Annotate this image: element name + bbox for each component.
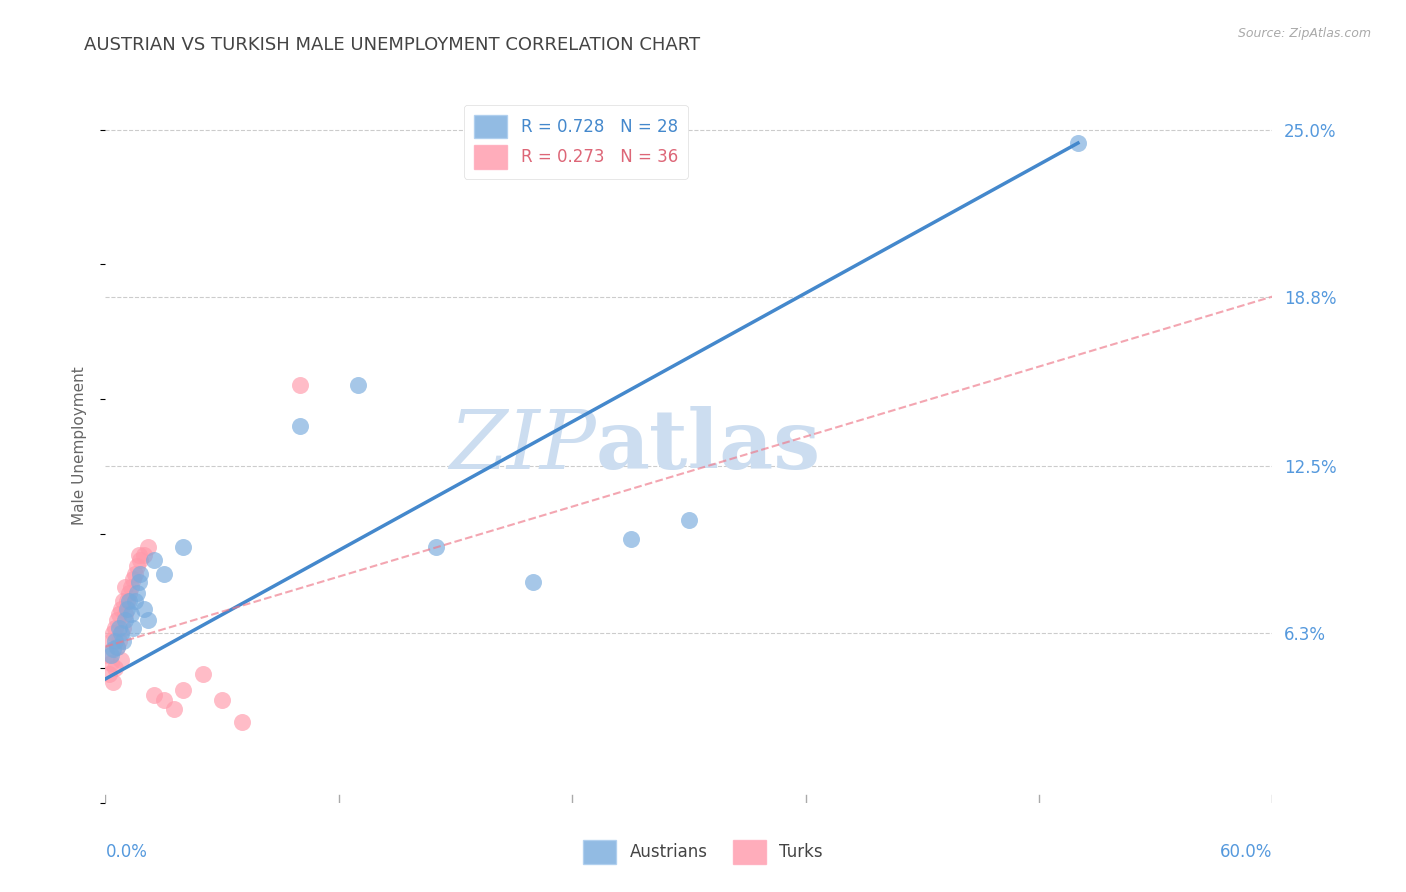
Point (96, 648, 118, 662)
Point (425, 540, 447, 554)
Point (124, 594, 146, 608)
Point (108, 607, 131, 622)
Point (120, 580, 142, 594)
Point (115, 602, 138, 616)
Y-axis label: Male Unemployment: Male Unemployment (72, 367, 87, 525)
Point (136, 613, 159, 627)
Point (120, 607, 142, 622)
Point (103, 674, 125, 689)
Point (110, 602, 132, 616)
Point (111, 634, 134, 648)
Point (115, 594, 138, 608)
Point (114, 607, 136, 622)
Point (110, 626, 132, 640)
Point (153, 566, 174, 581)
Point (104, 661, 127, 675)
Point (125, 558, 148, 573)
Point (172, 540, 194, 554)
Point (619, 532, 641, 546)
Point (103, 626, 125, 640)
Text: ZIP: ZIP (449, 406, 596, 486)
Legend: R = 0.728   N = 28, R = 0.273   N = 36: R = 0.728 N = 28, R = 0.273 N = 36 (464, 104, 688, 178)
Point (111, 594, 134, 608)
Point (134, 602, 156, 616)
Point (118, 594, 141, 608)
Point (100, 648, 122, 662)
Point (104, 634, 127, 648)
Point (114, 613, 136, 627)
Point (110, 653, 132, 667)
Point (121, 621, 143, 635)
Point (211, 693, 233, 707)
Point (108, 634, 131, 648)
Point (108, 621, 131, 635)
Point (678, 513, 700, 527)
Text: Source: ZipAtlas.com: Source: ZipAtlas.com (1237, 27, 1371, 40)
Point (172, 682, 194, 697)
Point (191, 666, 214, 681)
Point (121, 572, 143, 586)
Point (288, 418, 311, 433)
Point (129, 566, 152, 581)
Text: AUSTRIAN VS TURKISH MALE UNEMPLOYMENT CORRELATION CHART: AUSTRIAN VS TURKISH MALE UNEMPLOYMENT CO… (84, 36, 700, 54)
Point (100, 634, 122, 648)
Point (98, 666, 121, 681)
Point (125, 586, 148, 600)
Point (103, 642, 125, 657)
Point (231, 714, 253, 729)
Point (124, 566, 146, 581)
Point (136, 540, 159, 554)
Point (153, 693, 174, 707)
Point (111, 621, 134, 635)
Point (104, 621, 127, 635)
Point (105, 640, 128, 654)
Point (143, 688, 166, 702)
Text: 60.0%: 60.0% (1220, 843, 1272, 861)
Text: atlas: atlas (596, 406, 821, 486)
Text: 0.0%: 0.0% (105, 843, 148, 861)
Point (118, 586, 141, 600)
Point (288, 378, 311, 392)
Point (128, 574, 150, 589)
Point (114, 580, 136, 594)
Legend: Austrians, Turks: Austrians, Turks (576, 833, 830, 871)
Point (162, 701, 184, 715)
Point (105, 613, 128, 627)
Point (522, 574, 544, 589)
Point (347, 378, 370, 392)
Point (129, 553, 152, 567)
Point (1067, 136, 1090, 150)
Point (128, 548, 150, 562)
Point (100, 656, 122, 670)
Point (134, 548, 156, 562)
Point (105, 640, 128, 654)
Point (143, 553, 166, 567)
